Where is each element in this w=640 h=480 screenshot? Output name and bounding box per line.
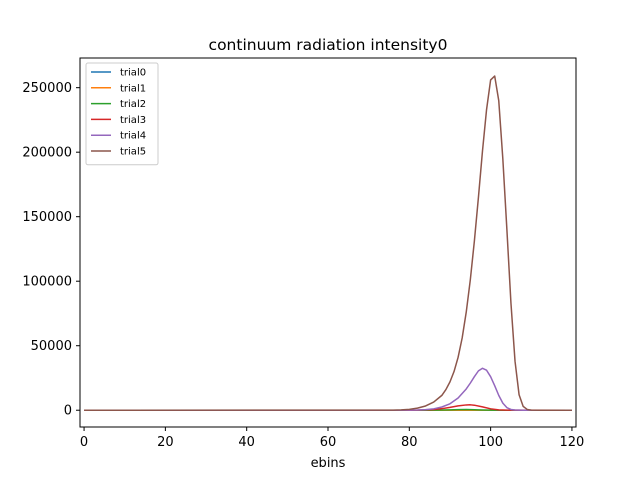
y-tick-label: 0 [64,404,72,419]
series-line-trial5 [84,75,572,411]
series-line-trial4 [84,367,572,411]
y-tick-label: 250000 [22,81,72,96]
x-tick-label: 40 [238,435,255,450]
chart-title: continuum radiation intensity0 [209,36,448,54]
x-tick-label: 0 [80,435,88,450]
x-tick-label: 80 [401,435,418,450]
x-tick-label: 100 [478,435,503,450]
x-tick-label: 20 [157,435,174,450]
y-tick-label: 100000 [22,275,72,290]
y-tick-label: 200000 [22,146,72,161]
ticks-layer: 0 20 40 60 80 100 120 0 50000 100000 150000 200000 2… [22,81,584,450]
x-axis-label: ebins [311,456,346,471]
legend-label: trial2 [120,99,146,110]
x-tick-label: 60 [320,435,337,450]
legend-label: trial3 [120,115,146,126]
series-layer [84,75,572,411]
legend-label: trial4 [120,131,146,142]
y-tick-label: 150000 [22,210,72,225]
legend-label: trial1 [120,83,146,94]
legend-label: trial0 [120,68,146,79]
plot-area-frame [79,57,577,428]
x-tick-label: 120 [560,435,585,450]
legend: trial0 trial1 trial2 trial3 trial4 trial5 [85,62,159,166]
y-tick-label: 50000 [31,339,72,354]
legend-label: trial5 [120,147,146,158]
